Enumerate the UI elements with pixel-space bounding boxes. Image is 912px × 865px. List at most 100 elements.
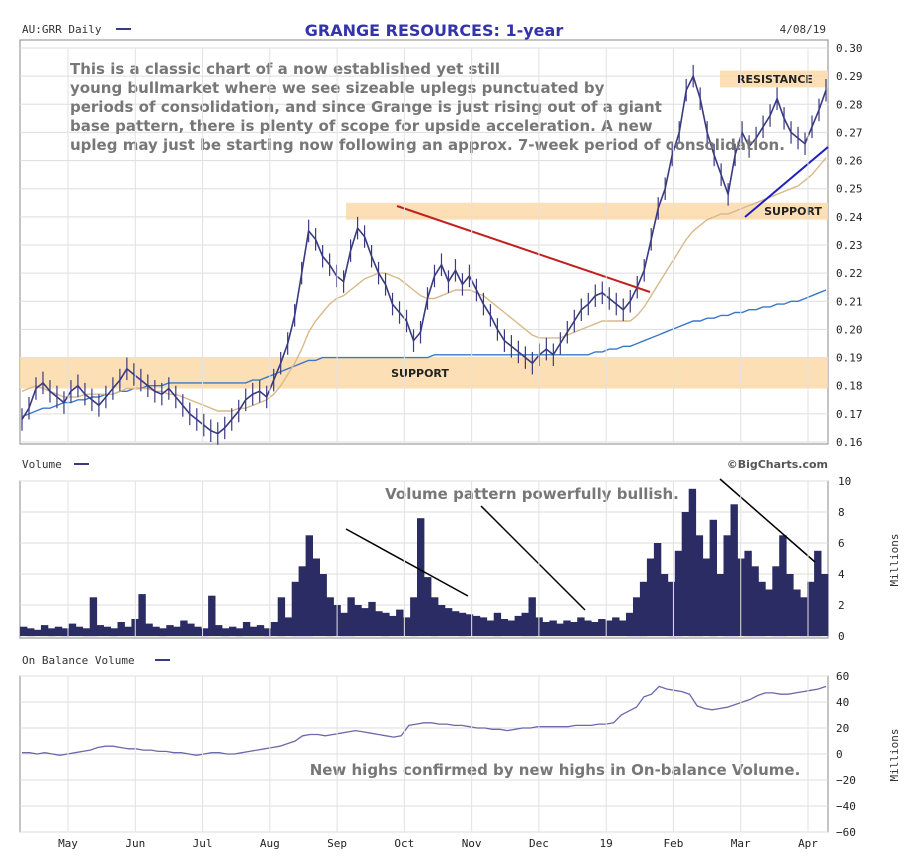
volume-trendlines	[345, 478, 816, 611]
volume-bar	[549, 620, 557, 636]
x-tick-label: Oct	[394, 837, 414, 850]
volume-bar	[646, 558, 655, 636]
volume-bar	[47, 628, 56, 637]
volume-bar	[424, 577, 432, 636]
volume-bar	[235, 628, 244, 637]
volume-bar	[577, 617, 585, 636]
volume-bar	[772, 566, 780, 637]
volume-bar	[514, 615, 522, 636]
x-tick-label: 19	[600, 837, 613, 850]
obv-tick-label: 60	[836, 670, 849, 683]
price-tick-label: 0.29	[836, 70, 863, 83]
x-tick-label: Jul	[193, 837, 213, 850]
price-zone	[346, 202, 828, 220]
volume-bar	[403, 617, 411, 636]
volume-bar	[410, 597, 418, 637]
volume-bar	[82, 628, 91, 637]
volume-bar	[40, 625, 49, 636]
price-tick-label: 0.16	[836, 436, 863, 449]
volume-bar	[800, 597, 808, 637]
volume-bar	[215, 625, 223, 636]
price-series-line	[21, 73, 827, 435]
volume-bar	[166, 625, 174, 636]
volume-bar	[814, 550, 822, 637]
volume-bar	[180, 620, 188, 636]
volume-bar	[528, 597, 536, 637]
volume-bar	[201, 628, 209, 637]
volume-bar	[375, 611, 383, 636]
price-tick-label: 0.28	[836, 98, 863, 111]
obv-tick-label: 20	[836, 722, 849, 735]
volume-bar	[626, 612, 634, 637]
volume-bar	[556, 623, 564, 636]
volume-bar	[284, 617, 293, 636]
volume-bar	[173, 626, 181, 636]
volume-y-axis: 10 8 6 4 2 0	[838, 475, 851, 643]
volume-bar	[138, 594, 146, 636]
chart-date: 4/08/19	[780, 23, 826, 36]
uptrend-line	[744, 146, 829, 218]
volume-bar	[681, 512, 690, 636]
price-panel: AU:GRR Daily GRANGE RESOURCES: 1-year 4/…	[19, 21, 863, 449]
x-tick-label: Dec	[529, 837, 549, 850]
price-tick-label: 0.27	[836, 126, 863, 139]
volume-bar	[821, 574, 829, 636]
volume-bar	[396, 609, 404, 636]
price-tick-label: 0.20	[836, 323, 863, 336]
x-tick-label: Sep	[327, 837, 347, 850]
volume-bar	[110, 628, 118, 637]
obv-panel: On Balance Volume New highs confirmed by…	[19, 654, 901, 839]
volume-bar	[145, 623, 153, 636]
volume-bar	[222, 628, 230, 637]
volume-bar	[152, 626, 160, 636]
volume-bar	[619, 620, 627, 636]
volume-bar	[605, 620, 613, 636]
volume-bar	[256, 625, 265, 636]
volume-bar	[563, 620, 571, 636]
obv-line	[22, 685, 827, 756]
volume-bar	[389, 615, 397, 636]
volume-bar	[340, 612, 348, 637]
volume-bar	[159, 628, 167, 637]
price-tick-label: 0.23	[836, 239, 863, 252]
volume-panel: Volume ©BigCharts.com Volume pattern pow…	[19, 458, 901, 643]
volume-bar	[507, 620, 515, 636]
price-tick-label: 0.19	[836, 352, 863, 365]
volume-bar	[382, 612, 390, 637]
volume-bar	[89, 597, 98, 637]
volume-trendline-3	[719, 478, 816, 563]
volume-annotation: Volume pattern powerfully bullish.	[385, 485, 679, 503]
downtrend-line	[396, 205, 651, 293]
volume-bar	[765, 589, 773, 636]
volume-bar	[786, 574, 794, 636]
volume-bar	[229, 626, 237, 636]
volume-bar	[194, 626, 202, 636]
volume-bar	[20, 626, 28, 636]
volume-bar	[709, 519, 717, 637]
volume-bar	[639, 581, 648, 637]
volume-bar	[472, 615, 481, 636]
zone-label: SUPPORT	[764, 205, 822, 218]
price-tick-label: 0.25	[836, 183, 863, 196]
zone-label: RESISTANCE	[737, 73, 813, 86]
price-zones: RESISTANCE SUPPORT SUPPORT	[20, 70, 828, 389]
volume-bar	[493, 612, 502, 637]
volume-bar	[312, 558, 320, 636]
zone-label: SUPPORT	[391, 367, 449, 380]
volume-bar	[277, 597, 286, 637]
volume-trendline-2	[480, 505, 586, 611]
annotation-line-1: This is a classic chart of a now establi…	[70, 60, 500, 78]
annotation-line-3: periods of consolidation, and since Gran…	[70, 98, 662, 116]
volume-bar	[716, 574, 724, 636]
obv-tick-label: −40	[836, 800, 856, 813]
volume-bar	[807, 581, 815, 637]
volume-bar	[793, 589, 801, 636]
volume-bar	[598, 619, 606, 636]
volume-bar	[208, 595, 216, 636]
volume-bar	[751, 566, 759, 637]
volume-bar	[591, 622, 599, 636]
volume-bar	[33, 629, 42, 636]
bigcharts-credit: ©BigCharts.com	[727, 458, 828, 471]
volume-bar	[702, 558, 710, 636]
price-y-axis: 0.30 0.29 0.28 0.27 0.26 0.25 0.24 0.23 0.22 0.21…	[836, 42, 863, 449]
